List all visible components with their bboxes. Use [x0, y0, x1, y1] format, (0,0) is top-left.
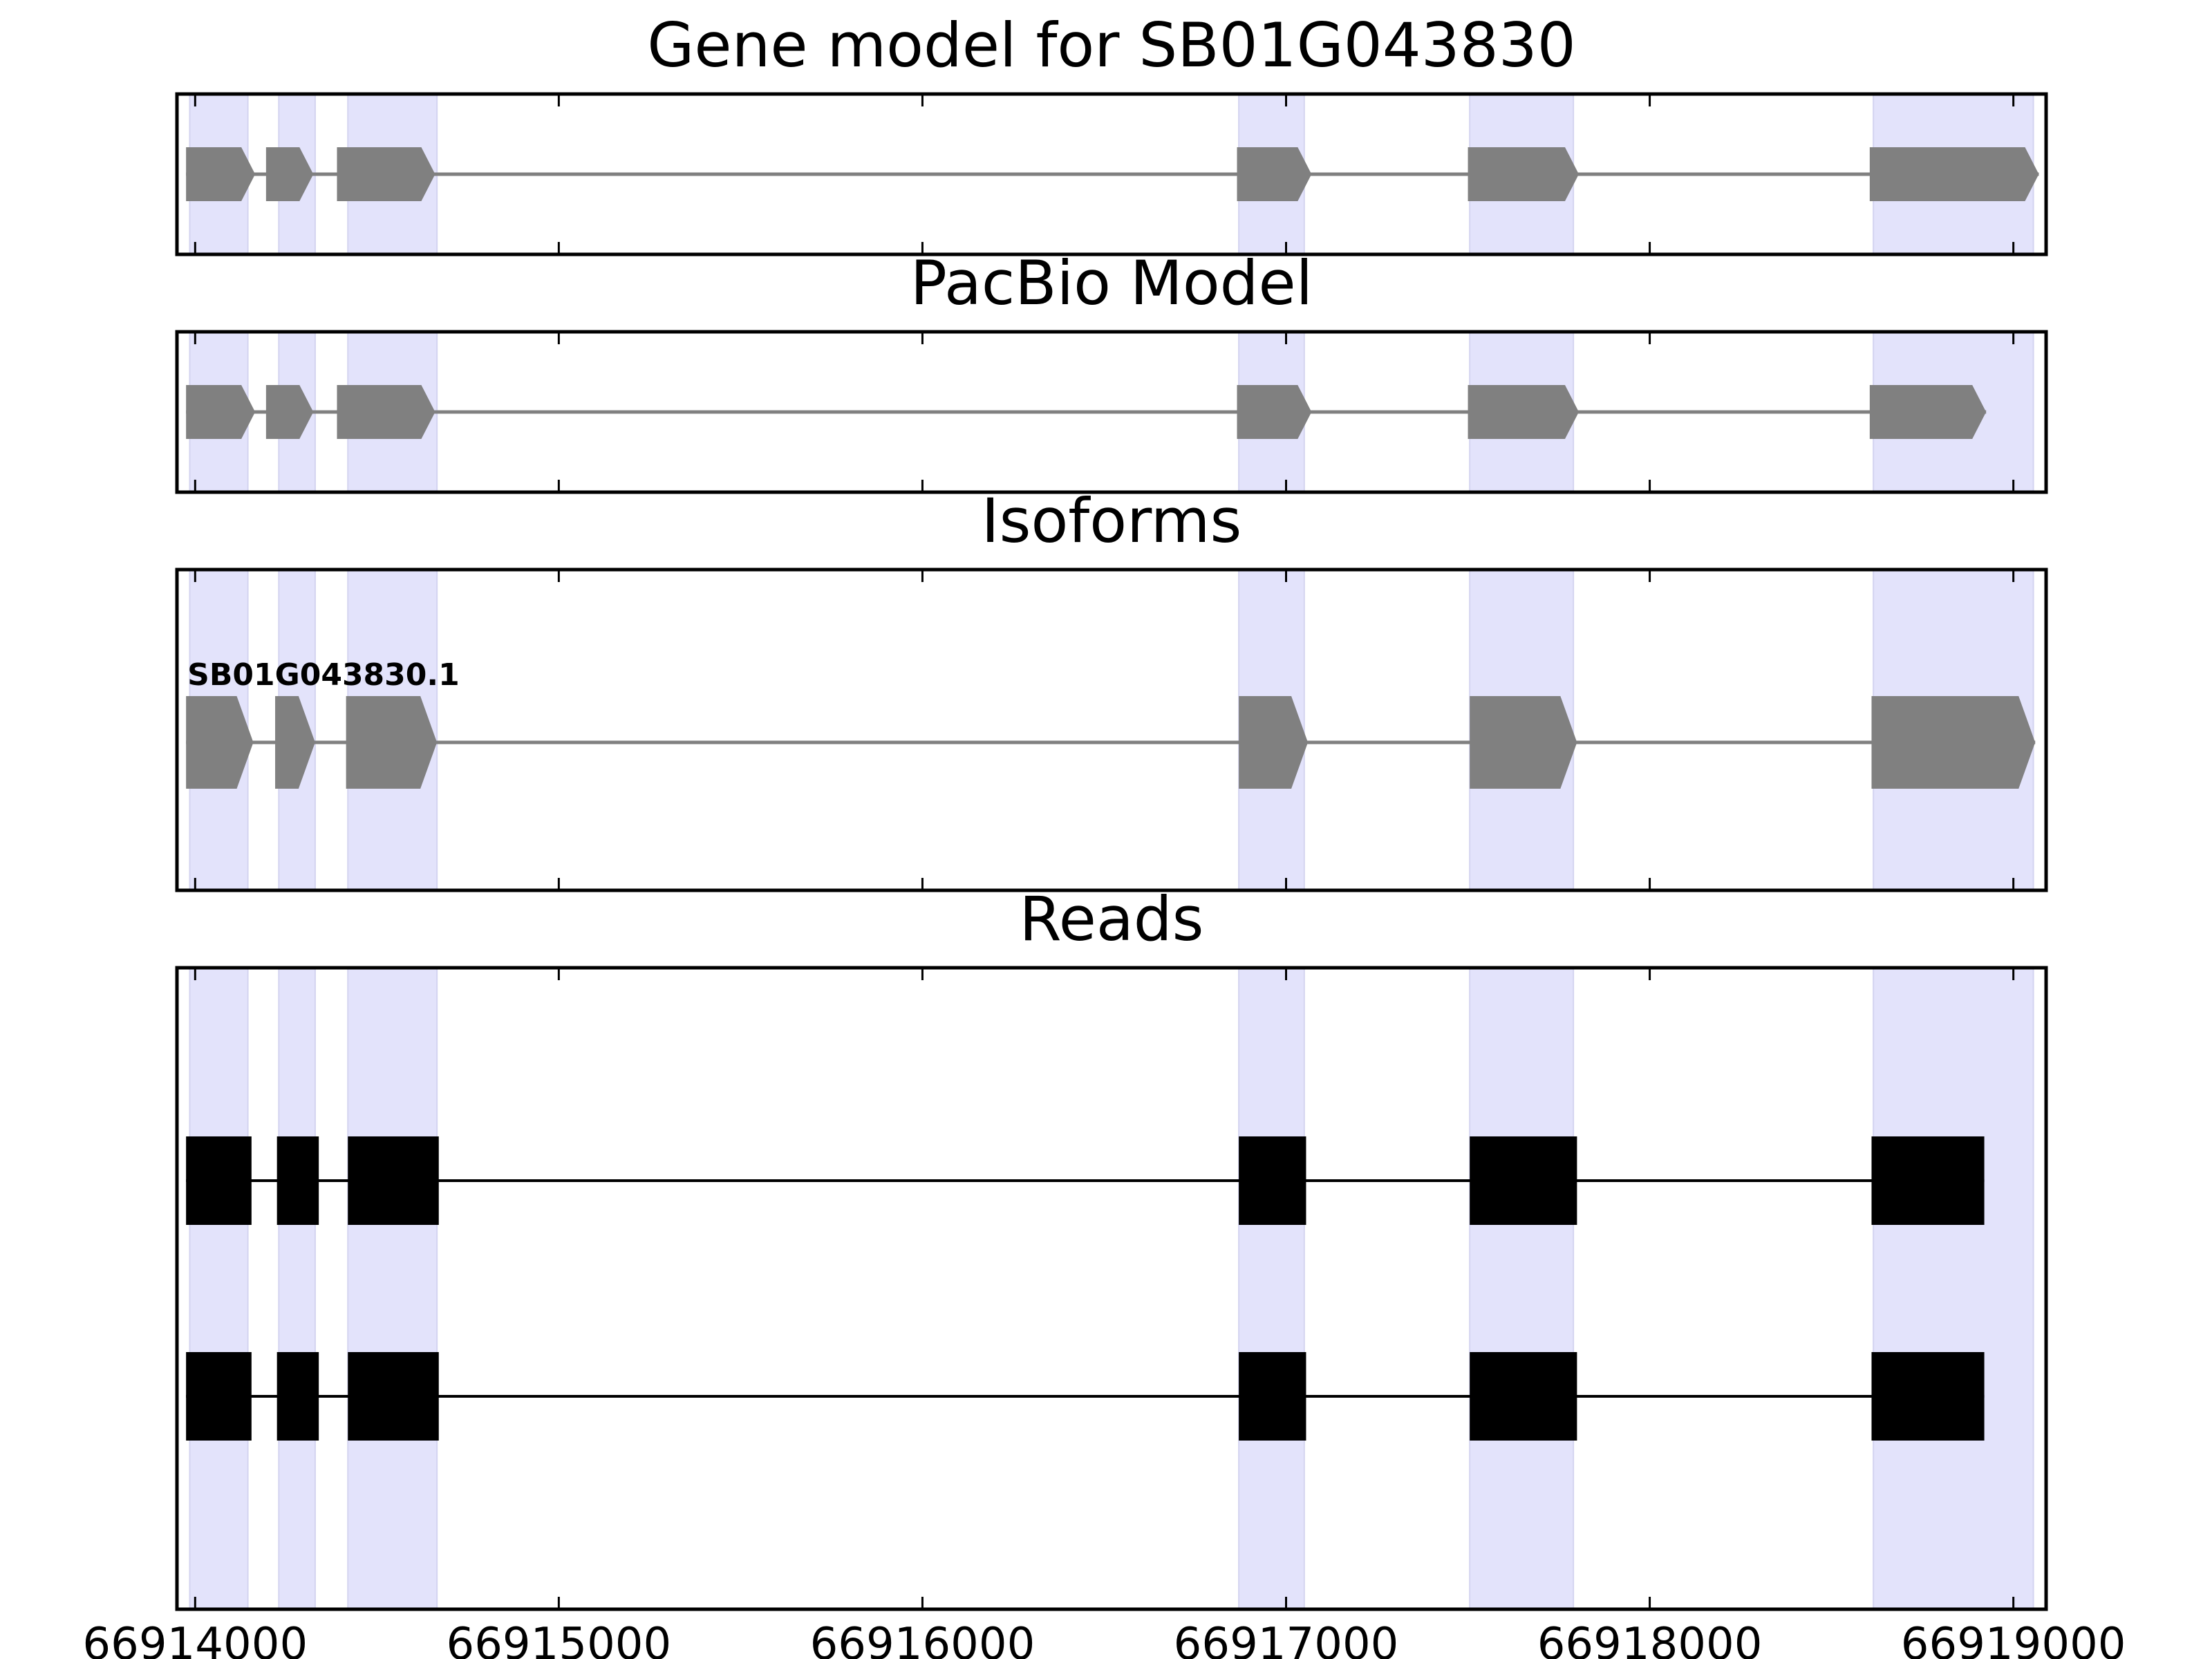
x-tick-label: 66919000: [1901, 1619, 2126, 1659]
exon-arrow: [186, 385, 256, 439]
panel-frame: [175, 966, 2048, 1611]
read-exon-block: [1239, 1136, 1306, 1225]
shaded-region: [1873, 967, 2034, 1610]
shaded-region: [347, 967, 438, 1610]
exon-arrow: [1237, 147, 1312, 201]
read-exon-block: [186, 1352, 252, 1441]
shaded-region: [189, 967, 249, 1610]
panel-3: SB01G043830.1 Isoforms: [175, 485, 2048, 892]
read-exon-block: [1470, 1352, 1577, 1441]
exon-arrow: [1470, 696, 1577, 789]
panel-frame: [175, 330, 2048, 494]
read-exon-block: [1871, 1352, 1985, 1441]
x-tick-label: 66916000: [810, 1619, 1035, 1659]
read-exon-block: [1470, 1136, 1577, 1225]
x-tick-label: 66915000: [446, 1619, 671, 1659]
exon-arrow: [1871, 696, 2036, 789]
panel-4: Reads: [175, 883, 2048, 1611]
read-exon-block: [1871, 1136, 1985, 1225]
isoform-label: SB01G043830.1: [187, 657, 460, 693]
exon-arrow: [1468, 147, 1579, 201]
shaded-region: [1238, 967, 1305, 1610]
exon-arrow: [1239, 696, 1309, 789]
read-exon-block: [276, 1136, 319, 1225]
x-tick-label: 66914000: [82, 1619, 308, 1659]
exon-arrow: [265, 147, 314, 201]
x-tick-label: 66917000: [1174, 1619, 1399, 1659]
exon-arrow: [337, 147, 435, 201]
read-exon-block: [276, 1352, 319, 1441]
read-exon-block: [186, 1136, 252, 1225]
exon-arrow: [186, 696, 254, 789]
panel-title: Isoforms: [982, 485, 1242, 556]
exon-arrow: [1468, 385, 1579, 439]
read-exon-block: [1239, 1352, 1306, 1441]
exon-arrow: [346, 696, 438, 789]
panel-frame: [175, 92, 2048, 256]
x-tick-label: 66918000: [1537, 1619, 1763, 1659]
panel-frame: [175, 568, 2048, 892]
exon-arrow: [265, 385, 314, 439]
panel-1: Gene model for SB01G043830: [175, 10, 2048, 256]
shaded-region: [1469, 967, 1575, 1610]
exon-arrow: [1237, 385, 1312, 439]
exon-arrow: [275, 696, 315, 789]
exon-arrow: [337, 385, 435, 439]
read-exon-block: [348, 1352, 439, 1441]
panel-title: Reads: [1020, 883, 1204, 955]
read-exon-block: [348, 1136, 439, 1225]
panel-2: PacBio Model: [175, 247, 2048, 494]
panel-title: Gene model for SB01G043830: [647, 10, 1576, 81]
exon-arrow: [1869, 385, 1987, 439]
panel-title: PacBio Model: [910, 247, 1313, 319]
shaded-region: [278, 967, 316, 1610]
exon-arrow: [186, 147, 256, 201]
exon-arrow: [1869, 147, 2039, 201]
